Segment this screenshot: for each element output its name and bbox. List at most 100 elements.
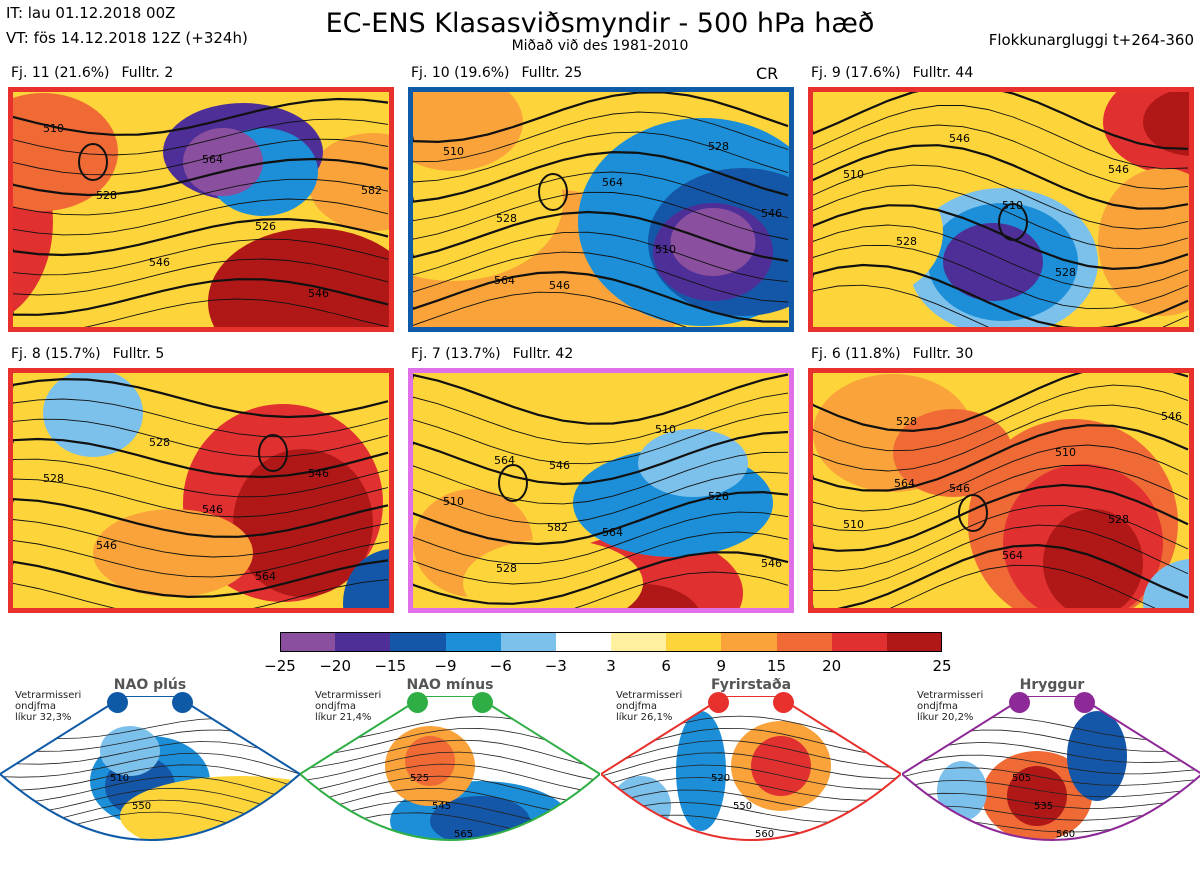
- contour-label: 510: [443, 145, 464, 158]
- height-contour: [413, 131, 789, 183]
- regime-contour: [601, 776, 901, 801]
- regime-contour: [601, 814, 901, 835]
- anomaly-area: [183, 128, 263, 196]
- height-contour: [413, 551, 789, 605]
- height-contour: [813, 543, 1189, 608]
- map-canvas: 510 528 546 564 510 528 546 564: [813, 373, 1189, 608]
- height-contour: [413, 270, 789, 323]
- contour-label: 546: [949, 132, 970, 145]
- regime-contour-label: 520: [711, 773, 730, 784]
- cluster-label: Fj. 7 (13.7%) Fulltr. 42: [411, 346, 585, 362]
- regime-dot: [472, 692, 493, 713]
- contour-label: 528: [896, 235, 917, 248]
- regime-stat-line: Vetrarmisseri: [917, 690, 984, 701]
- contour-label: 546: [761, 557, 782, 570]
- contour-label: 528: [708, 140, 729, 153]
- height-contour: [413, 291, 688, 327]
- regime-name: NAO plús: [113, 677, 187, 693]
- height-contour: [413, 411, 789, 465]
- contour-label: 528: [1108, 513, 1129, 526]
- contour-label: 510: [1055, 446, 1076, 459]
- regime-stat-line: ondjfma: [15, 701, 56, 712]
- cluster-label: Fj. 8 (15.7%) Fulltr. 5: [11, 346, 176, 362]
- height-contour: [413, 92, 789, 144]
- height-contour: [413, 451, 789, 505]
- colorbar-tick-label: 25: [932, 657, 952, 675]
- cr-tag: CR: [756, 64, 779, 83]
- regime-border: [902, 696, 1200, 841]
- classification-window: Flokkunargluggi t+264-360: [988, 31, 1194, 49]
- contour-label: 528: [1055, 266, 1076, 279]
- height-contour: [813, 263, 1189, 327]
- height-contour: [813, 424, 1189, 492]
- contour-label: 546: [308, 467, 329, 480]
- regime-contour-label: 560: [755, 829, 774, 840]
- contour-label: 546: [1161, 410, 1182, 423]
- contour-label: 510: [43, 122, 64, 135]
- regime-contour: [0, 752, 300, 778]
- cluster-label: Fj. 6 (11.8%) Fulltr. 30: [811, 346, 985, 362]
- contour-label: 510: [655, 243, 676, 256]
- colorbar-tick-label: 6: [661, 657, 671, 675]
- regime-stat-line: Vetrarmisseri: [315, 690, 382, 701]
- regime-contour: [300, 775, 600, 806]
- cluster-map: 510 528 546 564 526 546 582: [8, 87, 394, 332]
- height-contour: [13, 519, 389, 558]
- contour-label: 564: [602, 526, 623, 539]
- cluster-label: Fj. 9 (17.6%) Fulltr. 44: [811, 65, 985, 81]
- map-canvas: 510 528 546 564 510 528 546 564 582: [413, 373, 789, 608]
- contour-label: 546: [761, 207, 782, 220]
- map-canvas: 510 528 546 510 528 546: [813, 92, 1189, 327]
- contour-label: 546: [549, 459, 570, 472]
- anomaly-area: [233, 449, 373, 597]
- cluster-map: 510 528 546 564 510 528 546 564: [808, 368, 1194, 613]
- contour-label: 546: [308, 287, 329, 300]
- contour-label: 510: [655, 423, 676, 436]
- regime-map: 520 550 560: [601, 696, 901, 871]
- regime-border: [300, 696, 600, 841]
- colorbar-tick-label: −6: [489, 657, 512, 675]
- contour-label: 582: [361, 184, 382, 197]
- cluster-representative: Fulltr. 44: [912, 65, 974, 81]
- contour-label: 510: [843, 518, 864, 531]
- regime-border: [601, 696, 901, 841]
- anomaly-area: [43, 373, 143, 457]
- height-contour: [813, 404, 1189, 472]
- regime-stats: Vetrarmisseri ondjfma líkur 26,1%: [616, 690, 682, 723]
- cluster-map: 510 528 546 564 510 528 546 564 582: [408, 368, 794, 613]
- contour-label: 546: [949, 482, 970, 495]
- height-contour: [813, 244, 1189, 310]
- regime-contour: [902, 779, 1200, 798]
- regime-canvas: 520 550 560: [601, 696, 901, 841]
- height-contour: [813, 384, 1189, 452]
- height-contour: [813, 124, 1189, 190]
- contour-label: 528: [96, 189, 117, 202]
- contour-label: 510: [1002, 199, 1023, 212]
- contour-label: 564: [494, 274, 515, 287]
- height-contour: [13, 497, 389, 538]
- height-contour: [13, 278, 389, 316]
- regime-dot: [1074, 692, 1095, 713]
- regime-dot: [407, 692, 428, 713]
- regime-contour: [0, 741, 300, 765]
- regime-name: NAO mínus: [406, 677, 494, 693]
- cluster-map: 528 546 528 546 564 546: [8, 368, 394, 613]
- regime-stat-line: ondjfma: [616, 701, 657, 712]
- height-contour: [13, 138, 389, 176]
- anomaly-area: [343, 549, 389, 608]
- contour-label: 546: [149, 256, 170, 269]
- regime-name: Fyrirstaða: [710, 677, 792, 693]
- height-contour: [413, 111, 789, 163]
- height-contour: [13, 377, 389, 419]
- height-contour: [13, 398, 389, 438]
- regime-stat-line: líkur 32,3%: [15, 712, 72, 723]
- contour-label: 564: [894, 477, 915, 490]
- height-contour: [413, 571, 789, 608]
- height-contour: [813, 105, 1189, 170]
- regime-map: 525 545 565: [300, 696, 600, 871]
- init-time: IT: lau 01.12.2018 00Z: [6, 4, 176, 22]
- cluster-id: Fj. 8 (15.7%): [11, 346, 101, 362]
- regime-fields: [601, 711, 901, 836]
- height-contour: [413, 531, 789, 585]
- height-contour: [813, 92, 1189, 150]
